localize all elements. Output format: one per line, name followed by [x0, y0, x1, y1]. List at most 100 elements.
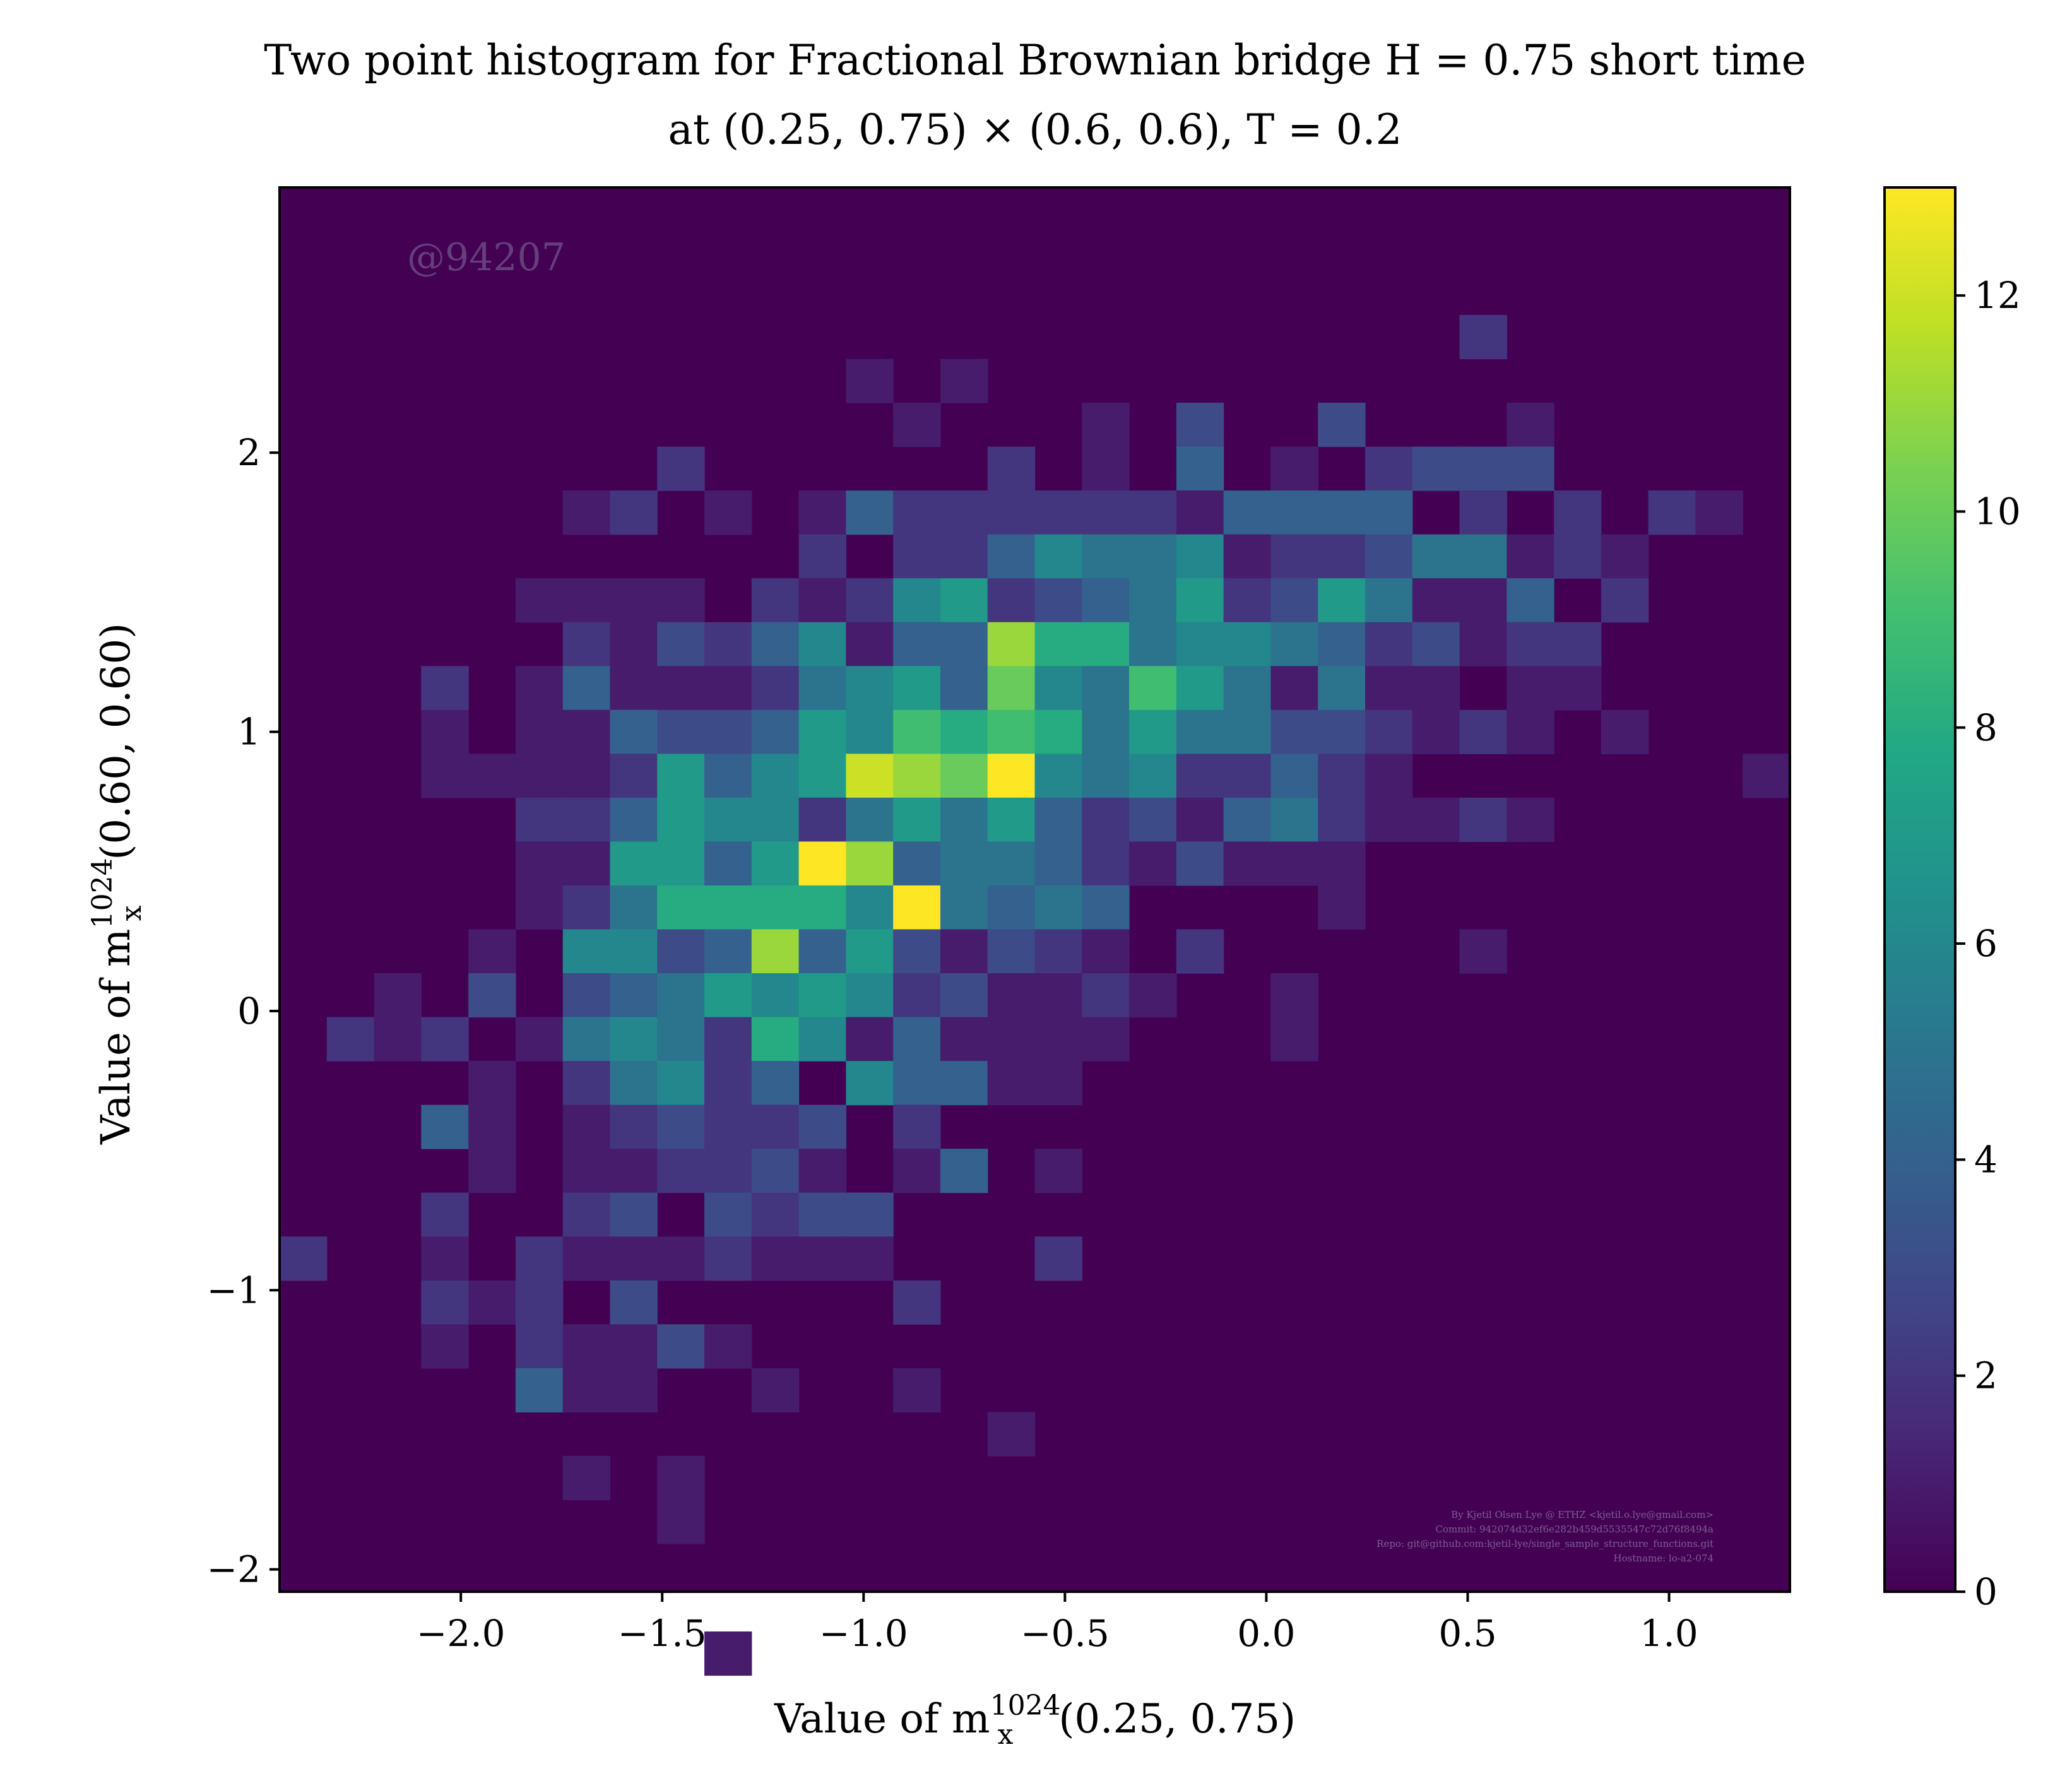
heatmap-cell: [1270, 446, 1318, 491]
heatmap-cell: [1743, 754, 1791, 798]
heatmap-cell: [1034, 1149, 1082, 1193]
heatmap-cell: [893, 1280, 941, 1325]
heatmap-cell: [562, 709, 611, 754]
heatmap-cell: [704, 622, 752, 666]
heatmap-cell: [657, 666, 705, 711]
heatmap-cell: [562, 1455, 611, 1500]
heatmap-cell: [1034, 534, 1082, 579]
x-tick-label: −1.0: [819, 1612, 908, 1655]
heatmap-cell: [515, 885, 564, 930]
y-tick-label: −1: [207, 1269, 261, 1311]
heatmap-cell: [1459, 534, 1507, 579]
x-axis-label-prefix: Value of m: [774, 1696, 990, 1743]
heatmap-cell: [421, 1104, 469, 1149]
heatmap-cell: [846, 973, 894, 1018]
credits-block: By Kjetil Olsen Lye @ ETHZ <kjetil.o.lye…: [1376, 1509, 1714, 1564]
heatmap-cell: [515, 709, 564, 754]
heatmap-cell: [657, 797, 705, 842]
heatmap-cell: [421, 1324, 469, 1369]
heatmap-cell: [940, 885, 988, 930]
heatmap-cell: [610, 1368, 658, 1412]
heatmap-cell: [1412, 622, 1460, 666]
y-axis-label-sub: x: [115, 905, 148, 921]
heatmap-cell: [893, 1017, 941, 1062]
heatmap-cell: [657, 1500, 705, 1544]
heatmap-cell: [515, 1280, 564, 1325]
heatmap-cell: [1176, 929, 1224, 974]
heatmap-cell: [940, 709, 988, 754]
heatmap-cell: [657, 1236, 705, 1281]
heatmap-cell: [1034, 841, 1082, 886]
heatmap-cell: [940, 358, 988, 403]
heatmap-cell: [1223, 709, 1272, 754]
heatmap-cell: [468, 1149, 516, 1193]
heatmap-cell: [1270, 841, 1318, 886]
chart-title-line-2: at (0.25, 0.75) × (0.6, 0.6), T = 0.2: [668, 105, 1402, 154]
heatmap-cell: [1223, 490, 1272, 535]
heatmap-cell: [751, 1017, 800, 1062]
heatmap-cell: [1365, 446, 1413, 491]
heatmap-cell: [846, 1017, 894, 1062]
heatmap-cell: [657, 709, 705, 754]
heatmap-cell: [610, 490, 658, 535]
plot-frame: [278, 186, 1791, 1593]
heatmap-cell: [1129, 973, 1177, 1018]
credits-line-4: Hostname: lo-a2-074: [1614, 1553, 1714, 1564]
heatmap-cell: [1223, 578, 1272, 623]
heatmap-cell: [1507, 709, 1554, 754]
heatmap-cell: [751, 1104, 800, 1149]
colorbar-tick-label: 0: [1974, 1570, 1998, 1613]
heatmap-cell: [610, 1149, 658, 1193]
heatmap-cell: [987, 754, 1036, 798]
y-tick-label: −2: [207, 1548, 261, 1591]
heatmap-cell: [1318, 578, 1366, 623]
heatmap-cell: [987, 973, 1036, 1018]
heatmap-cell: [893, 490, 941, 535]
heatmap-cell: [1176, 403, 1224, 447]
heatmap-cell: [1082, 797, 1130, 842]
heatmap-cell: [1082, 709, 1130, 754]
heatmap-cell: [1365, 709, 1413, 754]
heatmap-cell: [610, 709, 658, 754]
heatmap-cell: [610, 885, 658, 930]
heatmap-cell: [893, 622, 941, 666]
heatmap-cell: [1459, 446, 1507, 491]
chart-title-line-1: Two point histogram for Fractional Brown…: [264, 36, 1806, 85]
heatmap-cell: [1270, 578, 1318, 623]
heatmap-cell: [562, 929, 611, 974]
heatmap-cell: [846, 754, 894, 798]
heatmap-cell: [1554, 490, 1602, 535]
heatmap-cell: [1129, 754, 1177, 798]
heatmap-cell: [1412, 578, 1460, 623]
heatmap-cell: [610, 1104, 658, 1149]
heatmap-cell: [798, 709, 846, 754]
heatmap-cell: [515, 666, 564, 711]
heatmap-cell: [704, 929, 752, 974]
heatmap-cell: [987, 797, 1036, 842]
heatmap-cell: [515, 841, 564, 886]
heatmap-cell: [751, 797, 800, 842]
heatmap-cell: [657, 1149, 705, 1193]
heatmap-cell: [798, 797, 846, 842]
heatmap-cell: [940, 1149, 988, 1193]
heatmap-cell: [1507, 578, 1554, 623]
heatmap-cell: [1270, 534, 1318, 579]
heatmap-cell: [468, 1061, 516, 1106]
heatmap-cell: [1223, 666, 1272, 711]
heatmap-cell: [1507, 797, 1554, 842]
heatmap-cell: [751, 973, 800, 1018]
heatmap-cell: [940, 754, 988, 798]
credits-line-2: Commit: 942074d32ef6e282b459d5535547c72d…: [1435, 1524, 1714, 1535]
heatmap-cell: [704, 1104, 752, 1149]
heatmap-cell: [1270, 622, 1318, 666]
heatmap-cell: [515, 1368, 564, 1412]
heatmap-cell: [468, 973, 516, 1018]
heatmap-cell: [751, 1061, 800, 1106]
heatmap-cell: [987, 929, 1036, 974]
heatmap-cell: [751, 841, 800, 886]
heatmap-cell: [657, 1455, 705, 1500]
heatmap-cell: [421, 1017, 469, 1062]
heatmap-cell: [893, 1104, 941, 1149]
heatmap-cell: [1034, 709, 1082, 754]
x-axis-label-sup: 1024: [990, 1690, 1061, 1722]
